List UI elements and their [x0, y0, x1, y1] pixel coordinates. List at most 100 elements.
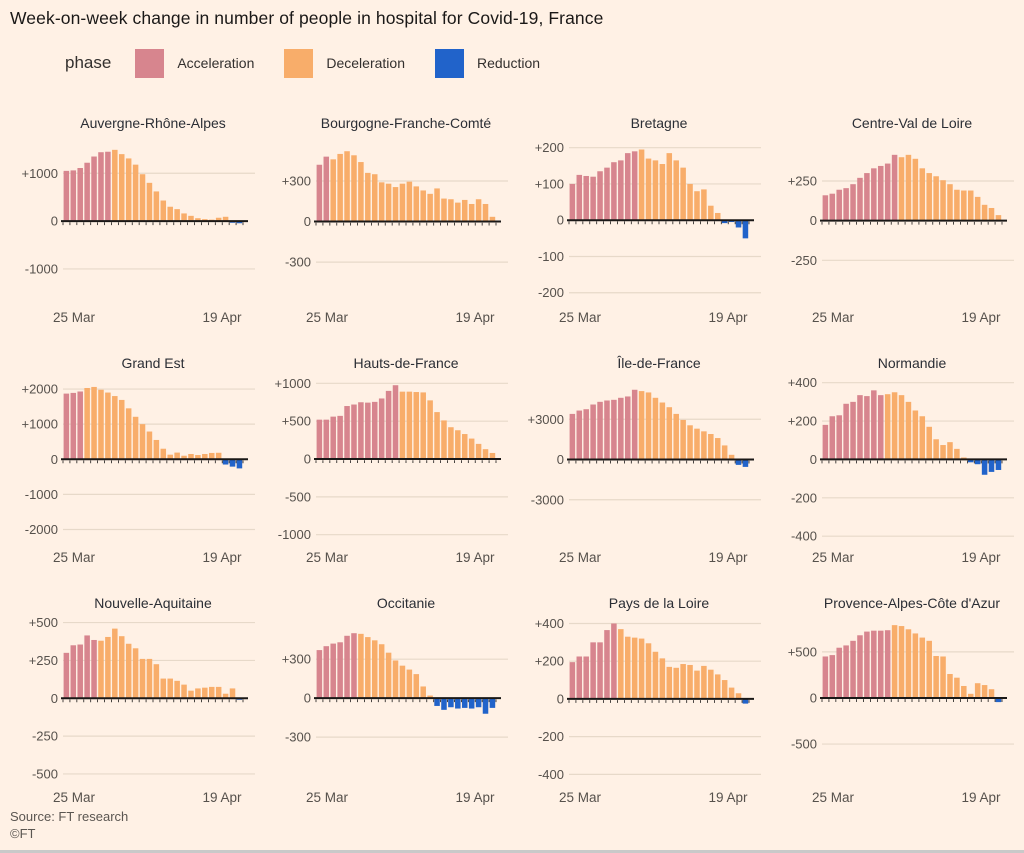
y-tick-label: +250 [788, 174, 817, 189]
x-label-end: 19 Apr [455, 310, 495, 325]
bar [202, 687, 208, 699]
bar [728, 687, 735, 699]
bar [174, 209, 180, 222]
bar [919, 637, 926, 698]
bar [489, 698, 496, 708]
bar [583, 175, 589, 221]
y-tick-label: -400 [791, 529, 817, 544]
y-tick-label: 0 [810, 690, 817, 705]
bar [829, 655, 836, 698]
bar [933, 656, 939, 698]
bar [63, 170, 70, 222]
bar [105, 392, 111, 460]
bar [132, 648, 139, 699]
bar [926, 640, 932, 698]
bar [829, 193, 836, 221]
bar [222, 216, 229, 222]
bar [125, 158, 132, 222]
bars [569, 149, 749, 239]
y-tick-label: +2000 [21, 382, 58, 397]
bar [877, 630, 884, 698]
chart-panel-bourgogne-franche-comte: Bourgogne-Franche-Comté +300 0 -300 25 Mar 19… [261, 110, 514, 350]
region-chart: Pays de la Loire +400 +200 0 -200 -400 25 Mar 1… [535, 595, 761, 805]
bar [659, 658, 666, 699]
y-tick-label: -1000 [25, 261, 58, 276]
bar [125, 643, 132, 699]
bar [84, 635, 90, 699]
bar [337, 415, 343, 460]
bar [624, 636, 631, 699]
bar [441, 420, 447, 460]
bar [954, 677, 960, 698]
bar [947, 184, 953, 221]
bar [195, 455, 201, 460]
bar [70, 645, 77, 699]
bar [358, 162, 364, 222]
bar [597, 642, 603, 699]
bar [392, 385, 399, 460]
bar [652, 397, 659, 460]
bar [694, 428, 700, 460]
bar [358, 633, 364, 699]
bar [694, 191, 700, 221]
bar [420, 190, 426, 222]
bar [659, 164, 666, 221]
bar [489, 452, 496, 460]
y-tick-label: -250 [32, 729, 58, 744]
bar [995, 215, 1002, 221]
bar [659, 402, 666, 460]
chart-title: Île-de-France [616, 355, 700, 371]
bar [576, 656, 583, 699]
bars [316, 151, 496, 222]
bar [392, 187, 399, 222]
y-tick-label: -250 [791, 253, 817, 268]
bar [139, 174, 146, 222]
y-tick-label: 0 [51, 214, 58, 229]
bar [455, 430, 461, 460]
bar [371, 640, 378, 699]
x-tick-marks [315, 222, 497, 226]
bar [448, 427, 454, 460]
bar [160, 200, 167, 222]
bar [618, 160, 624, 221]
bar [590, 642, 596, 699]
bar [836, 189, 842, 221]
y-tick-label: -200 [538, 729, 564, 744]
bar [611, 399, 617, 460]
bar [666, 407, 673, 460]
bar [406, 669, 413, 699]
bar [735, 459, 742, 465]
y-tick-label: +500 [788, 644, 817, 659]
bar [146, 658, 153, 699]
bar [666, 153, 673, 221]
bar [569, 183, 576, 221]
bar [489, 216, 496, 222]
y-tick-label: 0 [557, 452, 564, 467]
bar [680, 419, 686, 460]
bar [188, 215, 194, 222]
y-tick-label: -500 [285, 489, 311, 504]
region-chart: Hauts-de-France +1000 +500 0 -500 -1000 25 Mar… [274, 355, 508, 565]
chart-panel-bretagne: Bretagne +200 +100 0 -100 -200 25 Mar 19 Apr [514, 110, 767, 350]
bar [475, 199, 482, 222]
bar [905, 154, 912, 221]
bar [680, 167, 686, 221]
bar [735, 693, 742, 699]
x-label-start: 25 Mar [559, 550, 602, 565]
bar [708, 434, 714, 460]
bar [673, 160, 679, 221]
bar [132, 164, 139, 222]
y-tick-label: +400 [788, 375, 817, 390]
bar [399, 665, 406, 699]
bar [63, 652, 70, 699]
bar [638, 149, 645, 221]
bar [967, 459, 974, 463]
bar [590, 404, 596, 460]
bar [597, 171, 603, 221]
reduction-swatch [434, 48, 464, 78]
bar [202, 453, 208, 460]
bar [118, 154, 125, 222]
bar [330, 416, 336, 460]
bar [455, 202, 461, 222]
bar [857, 395, 863, 460]
